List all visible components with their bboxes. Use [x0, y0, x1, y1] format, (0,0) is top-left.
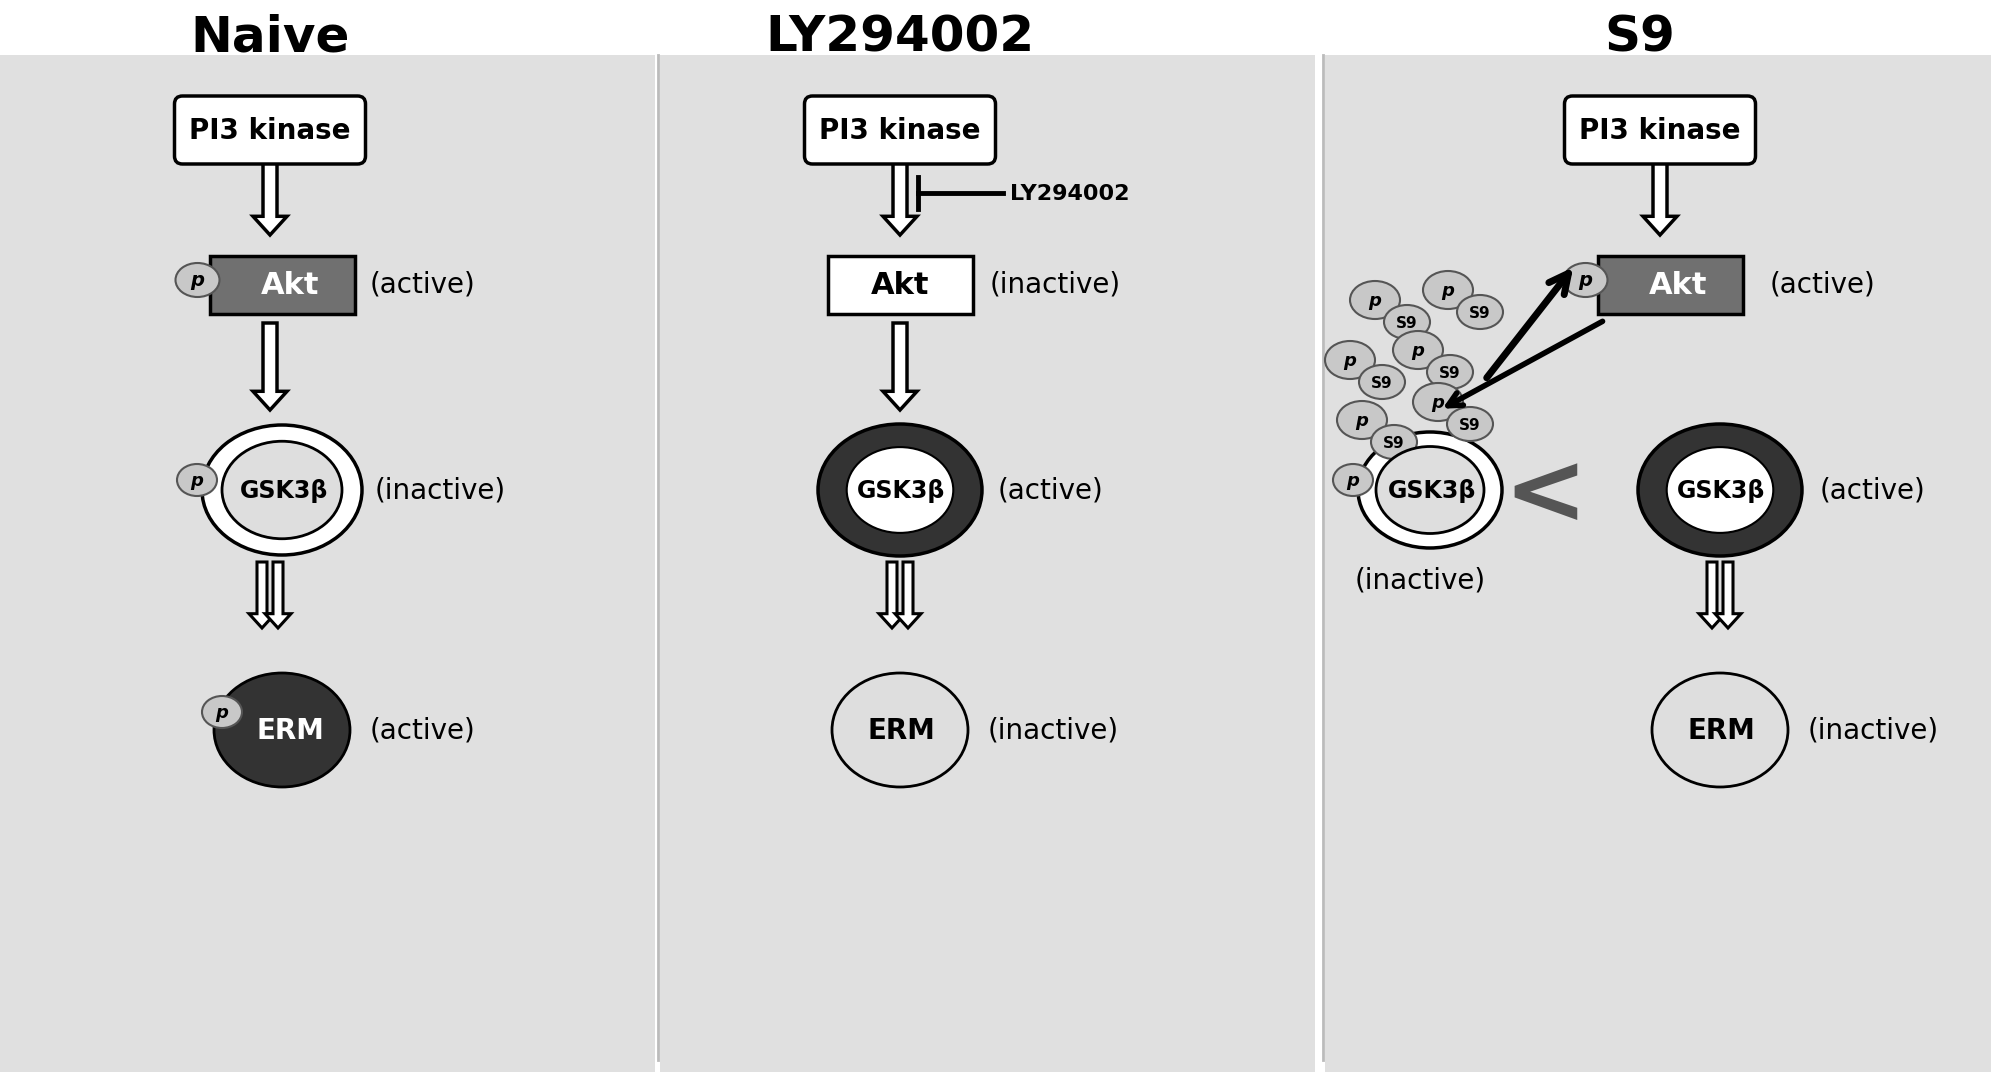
Text: <: <: [1503, 447, 1587, 544]
Bar: [659, 55, 1314, 1072]
FancyBboxPatch shape: [804, 96, 996, 164]
Text: (inactive): (inactive): [988, 716, 1119, 744]
Text: p: p: [1441, 282, 1455, 300]
Text: S9: S9: [1459, 417, 1481, 432]
Text: S9: S9: [1605, 14, 1676, 62]
Text: S9: S9: [1396, 315, 1418, 330]
Bar: [1324, 55, 1991, 1072]
Ellipse shape: [223, 442, 342, 539]
Ellipse shape: [832, 673, 968, 787]
Ellipse shape: [1338, 401, 1388, 440]
Text: ERM: ERM: [866, 717, 936, 745]
Text: (active): (active): [1820, 476, 1925, 504]
Text: p: p: [1579, 271, 1593, 291]
Text: p: p: [1356, 412, 1368, 430]
FancyBboxPatch shape: [1597, 256, 1742, 314]
Text: ERM: ERM: [1686, 717, 1754, 745]
Polygon shape: [1643, 160, 1676, 235]
Polygon shape: [1698, 562, 1724, 628]
Text: LY294002: LY294002: [1009, 184, 1129, 205]
Polygon shape: [896, 562, 922, 628]
Text: (active): (active): [997, 476, 1103, 504]
Text: Naive: Naive: [191, 14, 350, 62]
Text: Akt: Akt: [261, 271, 319, 300]
Ellipse shape: [213, 673, 350, 787]
Bar: [0, 55, 655, 1072]
FancyBboxPatch shape: [828, 256, 972, 314]
Ellipse shape: [1653, 673, 1788, 787]
Text: LY294002: LY294002: [765, 14, 1035, 62]
Text: PI3 kinase: PI3 kinase: [189, 117, 350, 145]
Polygon shape: [249, 562, 275, 628]
Text: ERM: ERM: [257, 717, 325, 745]
Ellipse shape: [1428, 355, 1473, 389]
Text: (inactive): (inactive): [374, 476, 506, 504]
Text: p: p: [191, 271, 205, 291]
Ellipse shape: [818, 425, 982, 556]
Text: GSK3β: GSK3β: [1676, 479, 1766, 503]
Text: (active): (active): [370, 716, 476, 744]
Ellipse shape: [1563, 263, 1607, 297]
Ellipse shape: [1447, 407, 1493, 441]
Text: GSK3β: GSK3β: [1388, 479, 1475, 503]
Ellipse shape: [1334, 464, 1374, 496]
Text: PI3 kinase: PI3 kinase: [818, 117, 982, 145]
Polygon shape: [882, 323, 918, 410]
Ellipse shape: [1358, 432, 1501, 548]
Ellipse shape: [1376, 447, 1483, 534]
Ellipse shape: [1372, 425, 1418, 459]
Ellipse shape: [1350, 281, 1400, 319]
Text: p: p: [191, 472, 203, 490]
Ellipse shape: [175, 263, 219, 297]
FancyBboxPatch shape: [209, 256, 354, 314]
Text: GSK3β: GSK3β: [239, 479, 329, 503]
Text: S9: S9: [1439, 366, 1461, 381]
Text: p: p: [1368, 292, 1382, 310]
Text: GSK3β: GSK3β: [856, 479, 946, 503]
Text: p: p: [1346, 472, 1360, 490]
Text: S9: S9: [1372, 375, 1394, 390]
Ellipse shape: [1666, 447, 1774, 533]
FancyBboxPatch shape: [1565, 96, 1756, 164]
Ellipse shape: [1457, 295, 1503, 329]
Polygon shape: [265, 562, 291, 628]
Polygon shape: [253, 323, 287, 410]
Ellipse shape: [1639, 425, 1802, 556]
Text: (inactive): (inactive): [990, 271, 1121, 299]
Text: S9: S9: [1469, 306, 1491, 321]
FancyBboxPatch shape: [175, 96, 366, 164]
Text: Akt: Akt: [1649, 271, 1706, 300]
Text: p: p: [215, 704, 229, 723]
Ellipse shape: [1424, 271, 1473, 309]
Ellipse shape: [846, 447, 954, 533]
Text: p: p: [1432, 394, 1443, 412]
Polygon shape: [1714, 562, 1740, 628]
Text: Akt: Akt: [870, 271, 930, 300]
Text: p: p: [1412, 342, 1424, 360]
Text: (inactive): (inactive): [1808, 716, 1939, 744]
Text: (active): (active): [1770, 271, 1876, 299]
Text: S9: S9: [1384, 435, 1406, 450]
Ellipse shape: [201, 425, 362, 555]
Ellipse shape: [177, 464, 217, 496]
Text: PI3 kinase: PI3 kinase: [1579, 117, 1740, 145]
Text: p: p: [1344, 352, 1356, 370]
Polygon shape: [878, 562, 906, 628]
Ellipse shape: [201, 696, 243, 728]
Ellipse shape: [1360, 364, 1406, 399]
Polygon shape: [253, 160, 287, 235]
Ellipse shape: [1394, 331, 1443, 369]
Ellipse shape: [1324, 341, 1376, 379]
Polygon shape: [882, 160, 918, 235]
Ellipse shape: [1414, 383, 1463, 421]
Text: (active): (active): [370, 271, 476, 299]
Ellipse shape: [1384, 306, 1430, 339]
Text: (inactive): (inactive): [1354, 566, 1485, 594]
